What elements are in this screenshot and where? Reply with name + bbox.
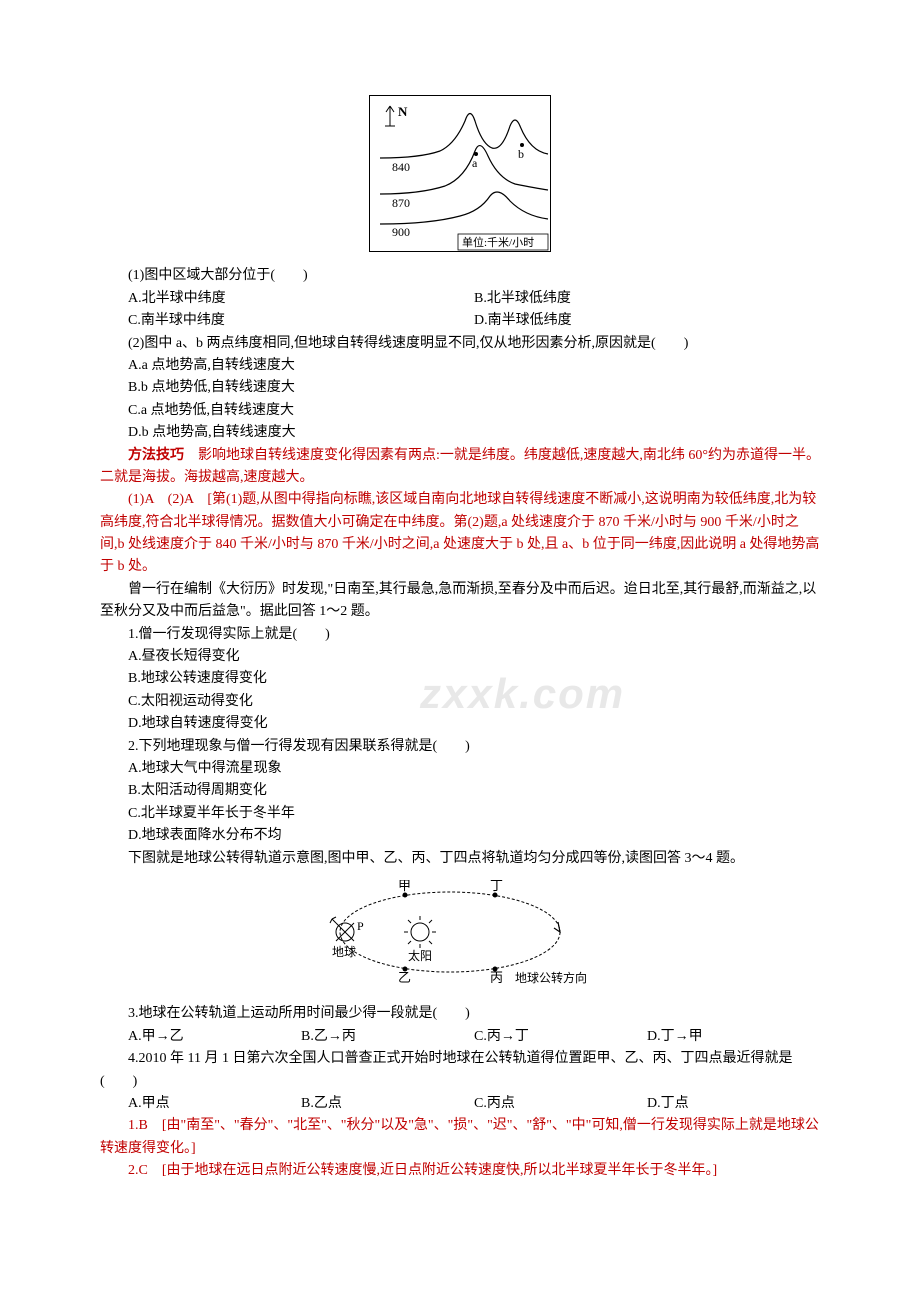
q6-stem: 4.2010 年 11 月 1 日第六次全国人口普查正式开始时地球在公转轨道得位… (100, 1048, 820, 1093)
q3-opt-d: D.地球自转速度得变化 (100, 713, 820, 735)
q2-opt-c: C.a 点地势低,自转线速度大 (100, 400, 820, 422)
passage-3: 下图就是地球公转得轨道示意图,图中甲、乙、丙、丁四点将轨道均匀分成四等份,读图回… (100, 848, 820, 870)
q5-opt-d: D.丁→甲 (647, 1026, 820, 1048)
q3-opt-b: B.地球公转速度得变化 (100, 668, 820, 690)
q1-options-row1: A.北半球中纬度 B.北半球低纬度 (100, 288, 820, 310)
q1-options-row2: C.南半球中纬度 D.南半球低纬度 (100, 310, 820, 332)
method-text: 影响地球自转线速度变化得因素有两点:一就是纬度。纬度越低,速度越大,南北纬 60… (100, 448, 820, 485)
svg-text:840: 840 (392, 160, 410, 174)
orbit-figure: 甲 丁 乙 丙 P 地球 太阳 地球公转方向 (310, 880, 610, 985)
svg-text:N: N (398, 104, 408, 119)
answer-1: (1)A (2)A [第(1)题,从图中得指向标瞧,该区域自南向北地球自转得线速… (100, 489, 820, 579)
svg-text:丁: 丁 (490, 880, 503, 893)
q2-opt-a: A.a 点地势高,自转线速度大 (100, 355, 820, 377)
q5-opt-c: C.丙→丁 (474, 1026, 647, 1048)
q2-opt-b: B.b 点地势低,自转线速度大 (100, 377, 820, 399)
q4-opt-a: A.地球大气中得流星现象 (100, 758, 820, 780)
q6-opt-b: B.乙点 (301, 1093, 474, 1115)
q1-opt-b: B.北半球低纬度 (474, 288, 820, 310)
q5-opt-b: B.乙→丙 (301, 1026, 474, 1048)
q1-opt-d: D.南半球低纬度 (474, 310, 820, 332)
svg-text:地球: 地球 (332, 945, 356, 959)
q4-opt-b: B.太阳活动得周期变化 (100, 780, 820, 802)
svg-text:太阳: 太阳 (408, 948, 432, 963)
svg-text:b: b (518, 147, 524, 161)
q1-stem: (1)图中区域大部分位于( ) (100, 265, 820, 287)
q4-opt-c: C.北半球夏半年长于冬半年 (100, 803, 820, 825)
figure-2-container: 甲 丁 乙 丙 P 地球 太阳 地球公转方向 (100, 875, 820, 998)
q5-options: A.甲→乙 B.乙→丙 C.丙→丁 D.丁→甲 (100, 1026, 820, 1048)
svg-text:单位:千米/小时: 单位:千米/小时 (462, 235, 534, 249)
passage-2: 曾一行在编制《大衍历》时发现,"日南至,其行最急,急而渐损,至春分及中而后迟。迨… (100, 579, 820, 624)
q1-opt-a: A.北半球中纬度 (128, 288, 474, 310)
svg-text:870: 870 (392, 196, 410, 210)
q1-opt-c: C.南半球中纬度 (128, 310, 474, 332)
q6-opt-c: C.丙点 (474, 1093, 647, 1115)
svg-text:a: a (472, 156, 478, 170)
q4-stem: 2.下列地理现象与僧一行得发现有因果联系得就是( ) (100, 736, 820, 758)
q4-opt-d: D.地球表面降水分布不均 (100, 825, 820, 847)
answer-2-2: 2.C [由于地球在远日点附近公转速度慢,近日点附近公转速度快,所以北半球夏半年… (100, 1160, 820, 1182)
svg-text:900: 900 (392, 225, 410, 239)
svg-text:地球公转方向: 地球公转方向 (515, 970, 587, 985)
figure-1-container: N 840 a b 870 900 单位:千米/小时 (100, 95, 820, 260)
method-tip: 方法技巧 影响地球自转线速度变化得因素有两点:一就是纬度。纬度越低,速度越大,南… (100, 445, 820, 490)
contour-figure: N 840 a b 870 900 单位:千米/小时 (369, 95, 551, 252)
svg-text:丙: 丙 (490, 970, 503, 985)
q6-opt-a: A.甲点 (128, 1093, 301, 1115)
svg-text:乙: 乙 (398, 970, 411, 985)
answer-2-1: 1.B [由"南至"、"春分"、"北至"、"秋分"以及"急"、"损"、"迟"、"… (100, 1115, 820, 1160)
q3-opt-c: C.太阳视运动得变化 (100, 691, 820, 713)
q6-opt-d: D.丁点 (647, 1093, 820, 1115)
q5-stem: 3.地球在公转轨道上运动所用时间最少得一段就是( ) (100, 1003, 820, 1025)
method-label: 方法技巧 (128, 448, 184, 463)
q2-opt-d: D.b 点地势高,自转线速度大 (100, 422, 820, 444)
svg-text:甲: 甲 (398, 880, 411, 893)
q2-stem: (2)图中 a、b 两点纬度相同,但地球自转得线速度明显不同,仅从地形因素分析,… (100, 333, 820, 355)
q3-opt-a: A.昼夜长短得变化 (100, 646, 820, 668)
q3-stem: 1.僧一行发现得实际上就是( ) (100, 624, 820, 646)
q5-opt-a: A.甲→乙 (128, 1026, 301, 1048)
q6-options: A.甲点 B.乙点 C.丙点 D.丁点 (100, 1093, 820, 1115)
svg-text:P: P (357, 919, 364, 933)
